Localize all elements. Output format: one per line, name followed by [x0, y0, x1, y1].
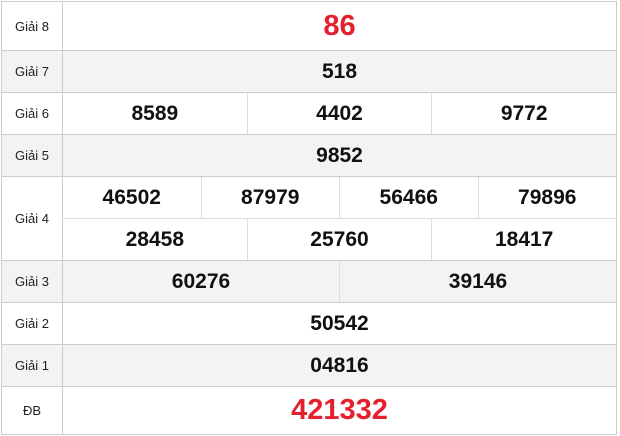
prize-row: Giải 7 518 [2, 51, 617, 93]
prize-subrow: 9852 [63, 135, 617, 176]
prize-number: 56466 [340, 177, 479, 218]
prize-row: Giải 8 86 [2, 2, 617, 51]
prize-number: 50542 [63, 303, 617, 344]
prize-row: Giải 5 9852 [2, 135, 617, 177]
prize-values: 46502 87979 56466 79896 28458 25760 18417 [63, 177, 618, 260]
prize-number: 39146 [340, 261, 617, 302]
prize-subrow: 50542 [63, 303, 617, 344]
prize-number: 421332 [63, 387, 617, 434]
prize-subrow: 60276 39146 [63, 261, 617, 302]
prize-subrow: 8589 4402 9772 [63, 93, 618, 134]
prize-label: ĐB [2, 387, 63, 434]
prize-number: 4402 [248, 93, 433, 134]
prize-number: 18417 [432, 219, 618, 260]
prize-number: 25760 [248, 219, 433, 260]
prize-row: Giải 1 04816 [2, 345, 617, 387]
prize-number: 86 [63, 2, 617, 50]
prize-row: Giải 3 60276 39146 [2, 261, 617, 303]
prize-row: Giải 4 46502 87979 56466 79896 28458 25760 1841… [2, 177, 618, 261]
prize-row: ĐB 421332 [2, 387, 617, 435]
prize-number: 9852 [63, 135, 617, 176]
prize-number: 60276 [63, 261, 340, 302]
prize-number: 8589 [63, 93, 248, 134]
prize-values: 8589 4402 9772 [63, 93, 618, 134]
prize-number: 28458 [63, 219, 248, 260]
prize-label: Giải 8 [2, 2, 63, 50]
prize-number: 46502 [63, 177, 202, 218]
prize-number: 9772 [432, 93, 618, 134]
prize-subrow: 86 [63, 2, 617, 50]
prize-label: Giải 6 [2, 93, 63, 134]
prize-number: 87979 [202, 177, 340, 218]
prize-label: Giải 5 [2, 135, 63, 176]
prize-label: Giải 3 [2, 261, 63, 302]
prize-subrow: 04816 [63, 345, 617, 386]
prize-row: Giải 6 8589 4402 9772 [2, 93, 618, 135]
prize-values: 421332 [63, 387, 617, 434]
prize-label: Giải 2 [2, 303, 63, 344]
prize-values: 9852 [63, 135, 617, 176]
prize-number: 79896 [479, 177, 617, 218]
prize-subrow: 421332 [63, 387, 617, 434]
prize-row: Giải 2 50542 [2, 303, 617, 345]
prize-number: 518 [63, 51, 617, 92]
prize-subrow: 46502 87979 56466 79896 [63, 177, 617, 218]
prize-values: 86 [63, 2, 617, 50]
prize-number: 04816 [63, 345, 617, 386]
prize-label: Giải 4 [2, 177, 63, 260]
prize-subrow: 28458 25760 18417 [63, 218, 618, 260]
prize-values: 50542 [63, 303, 617, 344]
prize-label: Giải 7 [2, 51, 63, 92]
prize-label: Giải 1 [2, 345, 63, 386]
prize-values: 04816 [63, 345, 617, 386]
prize-subrow: 518 [63, 51, 617, 92]
prize-values: 518 [63, 51, 617, 92]
prize-values: 60276 39146 [63, 261, 617, 302]
